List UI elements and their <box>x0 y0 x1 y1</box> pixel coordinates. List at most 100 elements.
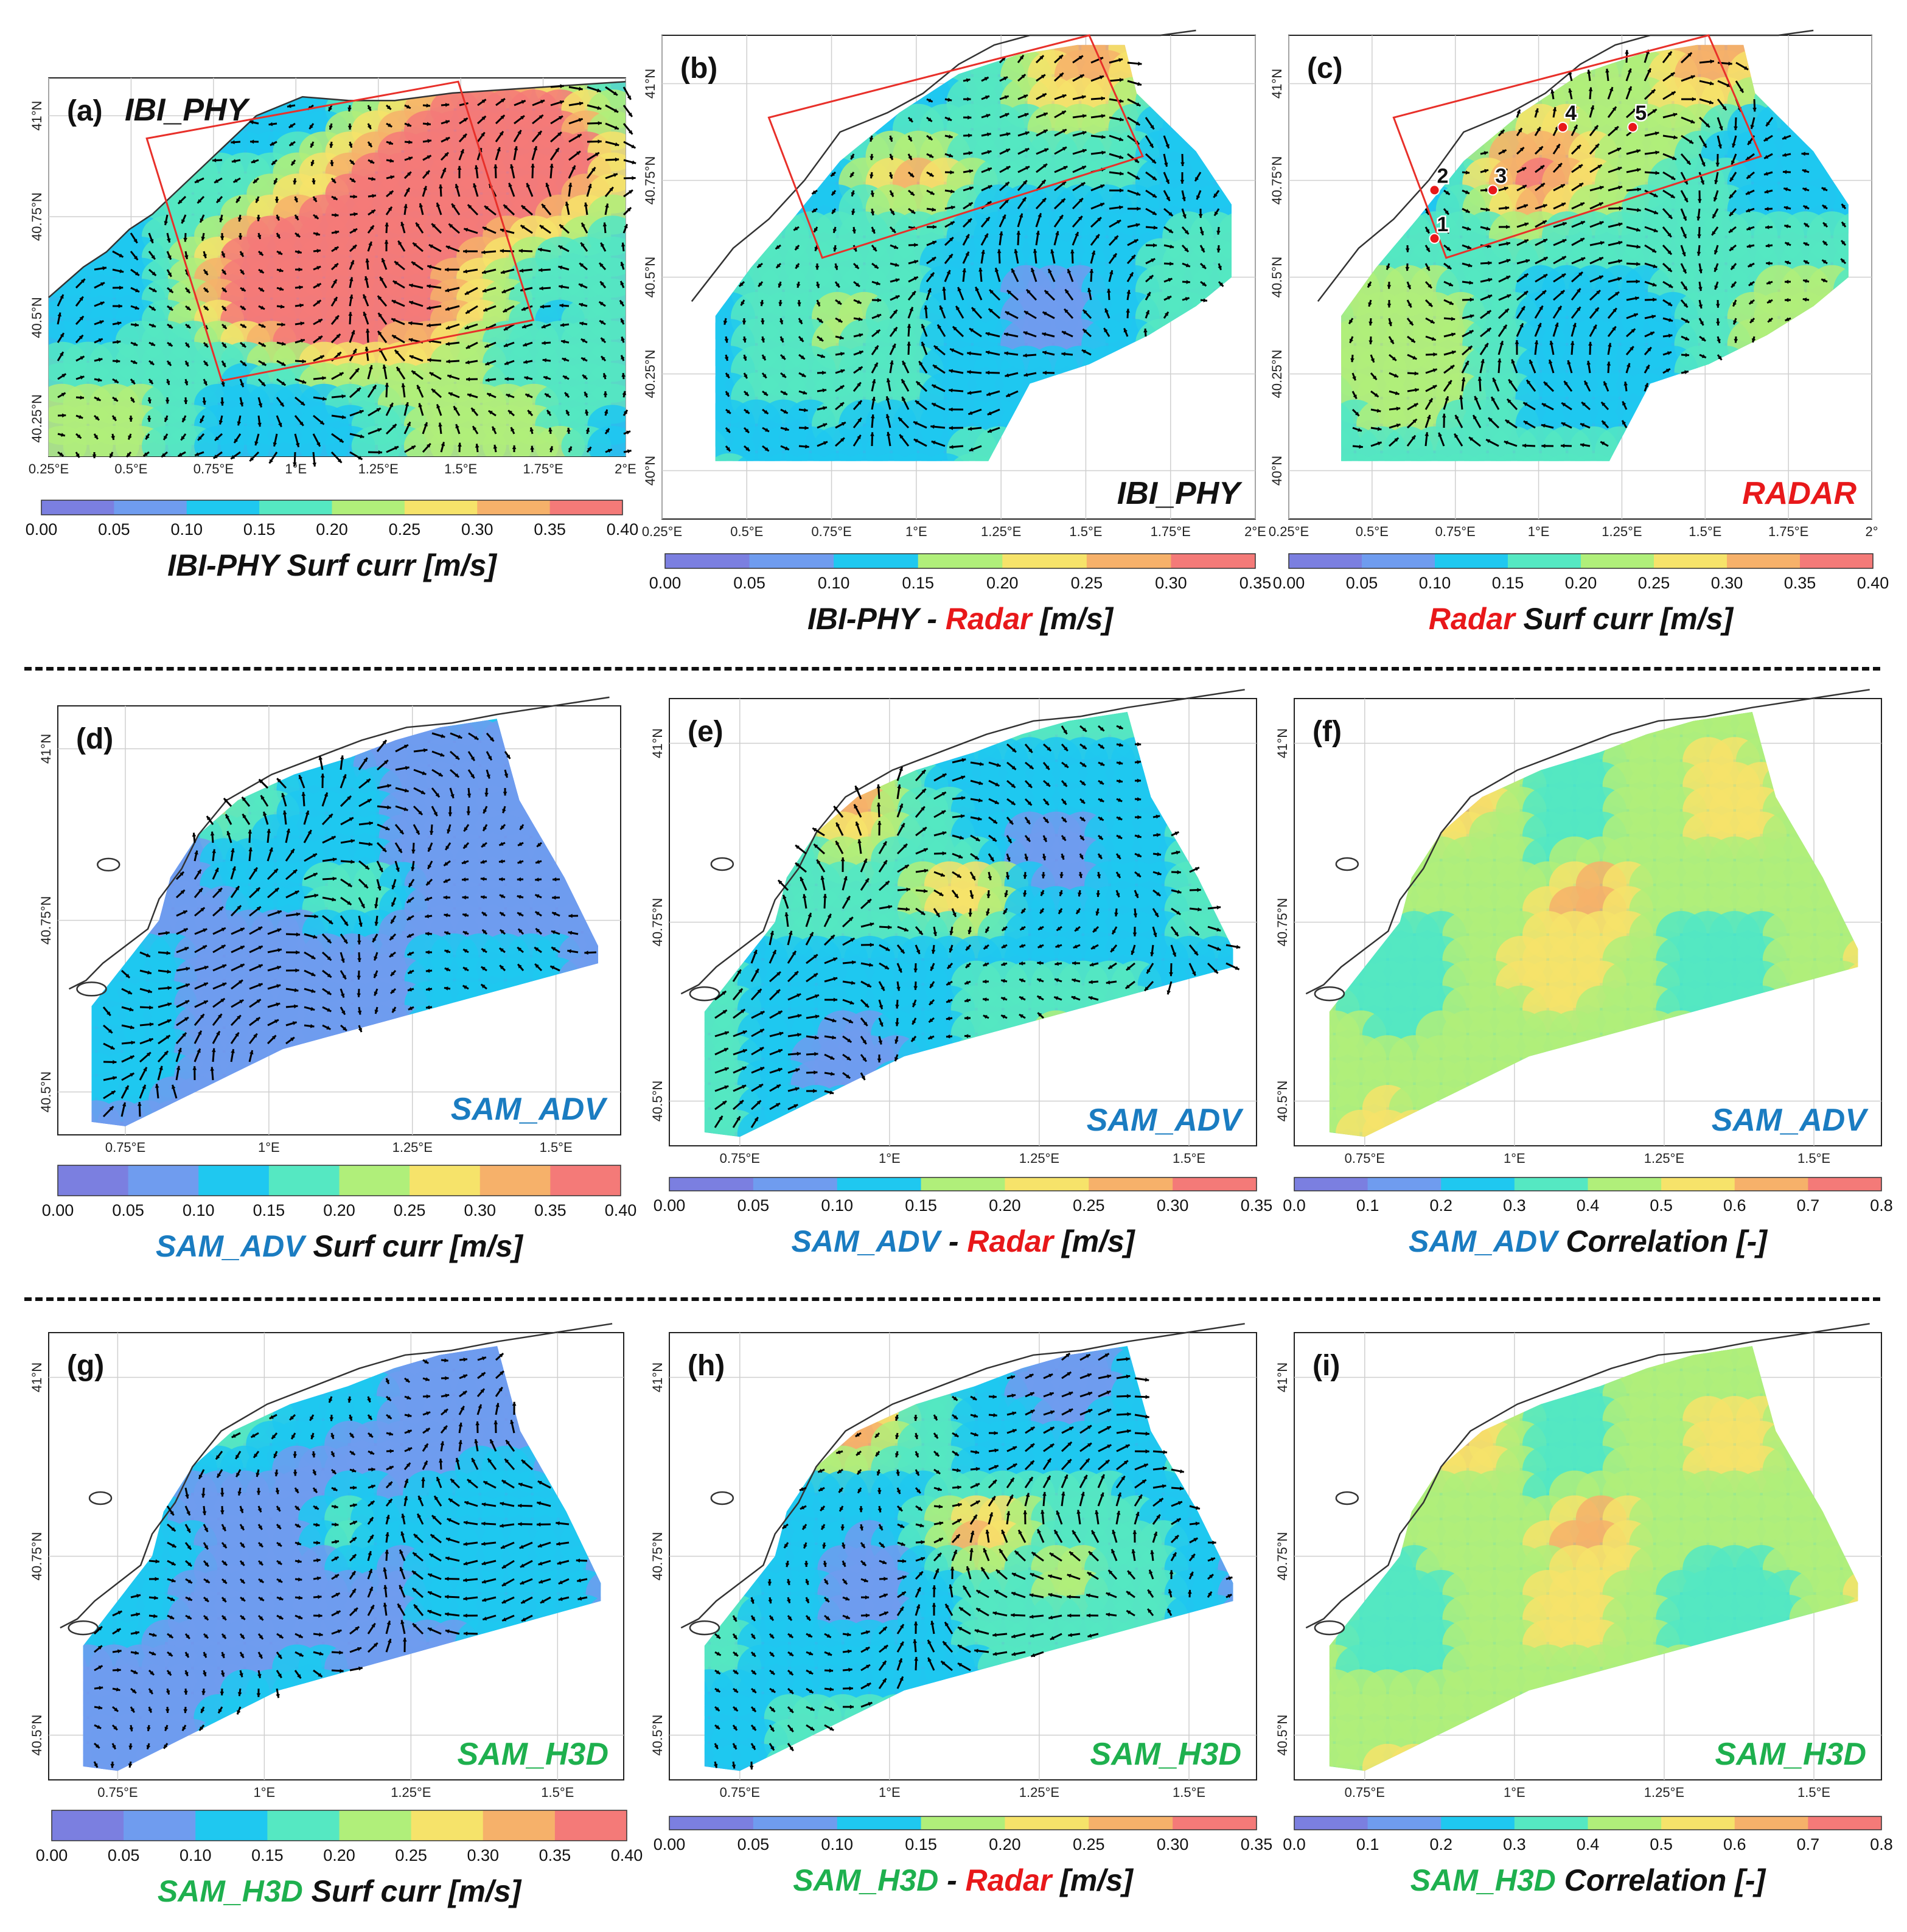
colorbar-segment-b <box>1171 554 1255 568</box>
colorbar-tick-a: 0.40 <box>607 520 639 539</box>
ytick-label-b: 40.75°N <box>643 156 658 205</box>
colorbar-segment-c <box>1435 554 1508 568</box>
colorbar-segment-a <box>187 500 260 515</box>
model-label-a: IBI_PHY <box>125 92 251 128</box>
panel-label-a: (a) <box>67 95 103 127</box>
ytick-label-b: 40°N <box>643 456 658 486</box>
panel-c: 1 2 3 4 5 (c) RADAR 0.25°E 0.5°E 0.75°E 1°E 1.25°E 1… <box>1269 23 1889 636</box>
xtick-label-b: 1.75°E <box>1151 524 1191 539</box>
colorbar-tick-a: 0.20 <box>316 520 348 539</box>
colorbar-segment-a <box>41 500 114 515</box>
colorbar-tick-b: 0.15 <box>902 574 934 592</box>
colorbar-segment-b <box>834 554 918 568</box>
xtick-label-b: 1.25°E <box>981 524 1021 539</box>
xtick-label-a: 0.5°E <box>114 461 147 476</box>
ytick-label-c: 40°N <box>1269 456 1285 486</box>
xtick-label-b: 2°E <box>1244 524 1266 539</box>
colorbar-tick-a: 0.35 <box>534 520 566 539</box>
ytick-label-c: 40.75°N <box>1269 156 1285 205</box>
vector-head-a <box>632 176 635 180</box>
panel-label-c: (c) <box>1307 52 1343 85</box>
colorbar-segment-a <box>332 500 405 515</box>
colorbar-segment-a <box>405 500 478 515</box>
xtick-label-c: 0.75°E <box>1435 524 1476 539</box>
xtick-label-c: 1.25°E <box>1602 524 1642 539</box>
xtick-label-a: 0.75°E <box>193 461 234 476</box>
ytick-label-a: 41°N <box>29 101 44 131</box>
ytick-label-c: 41°N <box>1269 69 1285 99</box>
xtick-label-b: 1°E <box>905 524 927 539</box>
colorbar-tick-a: 0.15 <box>243 520 276 539</box>
colorbar-tick-c: 0.25 <box>1638 574 1670 592</box>
xtick-label-b: 0.25°E <box>642 524 682 539</box>
colorbar-segment-c <box>1727 554 1801 568</box>
ytick-label-a: 40.25°N <box>29 394 44 443</box>
colorbar-segment-c <box>1800 554 1874 568</box>
station-label-5: 5 <box>1635 102 1647 125</box>
xtick-label-c: 0.25°E <box>1269 524 1309 539</box>
colorbar-tick-c: 0.35 <box>1784 574 1816 592</box>
xtick-label-b: 1.5°E <box>1069 524 1102 539</box>
colorbar-segment-c <box>1362 554 1435 568</box>
station-label-4: 4 <box>1565 102 1577 125</box>
colorbar-segment-a <box>114 500 187 515</box>
colorbar-title-c: Radar Surf curr [m/s] <box>1429 602 1734 636</box>
colorbar-tick-b: 0.00 <box>649 574 682 592</box>
xtick-label-c: 0.5°E <box>1356 524 1389 539</box>
model-label-c: RADAR <box>1742 476 1856 511</box>
station-label-1: 1 <box>1437 213 1449 236</box>
colorbar-tick-c: 0.15 <box>1492 574 1524 592</box>
station-label-2: 2 <box>1437 164 1449 187</box>
ytick-label-c: 40.25°N <box>1269 350 1285 399</box>
colorbar-tick-b: 0.35 <box>1239 574 1272 592</box>
colorbar-tick-a: 0.25 <box>389 520 421 539</box>
ytick-label-c: 40.5°N <box>1269 257 1285 298</box>
colorbar-segment-c <box>1289 554 1362 568</box>
xtick-label-a: 2°E <box>615 461 636 476</box>
colorbar-segment-a <box>259 500 332 515</box>
colorbar-segment-b <box>665 554 750 568</box>
colorbar-segment-c <box>1654 554 1727 568</box>
colorbar-tick-c: 0.05 <box>1346 574 1378 592</box>
xtick-label-a: 1.5°E <box>444 461 477 476</box>
colorbar-tick-c: 0.00 <box>1273 574 1305 592</box>
colorbar-tick-b: 0.25 <box>1071 574 1103 592</box>
xtick-label-c: 1.5°E <box>1689 524 1721 539</box>
station-label-3: 3 <box>1495 164 1507 187</box>
model-label-b: IBI_PHY <box>1117 476 1243 511</box>
colorbar-tick-c: 0.20 <box>1565 574 1597 592</box>
colorbar-tick-a: 0.30 <box>461 520 493 539</box>
colorbar-tick-b: 0.30 <box>1155 574 1187 592</box>
xtick-label-b: 0.75°E <box>811 524 851 539</box>
colorbar-tick-a: 0.10 <box>170 520 203 539</box>
colorbar-segment-b <box>918 554 1003 568</box>
panel-a: (a) IBI_PHY 0.25°E 0.5°E 0.75°E 1°E 1.25°E 1.5°… <box>26 68 639 582</box>
xtick-label-a: 1°E <box>285 461 307 476</box>
colorbar-tick-b: 0.05 <box>733 574 765 592</box>
xtick-label-a: 1.25°E <box>358 461 399 476</box>
ytick-label-b: 41°N <box>643 69 658 99</box>
colorbar-tick-b: 0.10 <box>818 574 850 592</box>
ytick-label-b: 40.25°N <box>643 350 658 399</box>
ytick-label-b: 40.5°N <box>643 257 658 298</box>
xtick-label-a: 0.25°E <box>29 461 69 476</box>
colorbar-tick-a: 0.05 <box>98 520 130 539</box>
colorbar-tick-c: 0.10 <box>1419 574 1451 592</box>
xtick-label-c: 1°E <box>1528 524 1550 539</box>
xtick-label-a: 1.75°E <box>523 461 563 476</box>
colorbar-segment-c <box>1508 554 1581 568</box>
xtick-label-c: 2° <box>1865 524 1878 539</box>
vector-head-a <box>312 462 316 466</box>
ytick-label-a: 40.75°N <box>29 192 44 241</box>
colorbar-segment-c <box>1581 554 1654 568</box>
xtick-label-c: 1.75°E <box>1768 524 1808 539</box>
colorbar-segment-b <box>1002 554 1087 568</box>
ytick-label-a: 40.5°N <box>29 297 44 338</box>
xtick-label-b: 0.5°E <box>730 524 763 539</box>
colorbar-tick-c: 0.40 <box>1857 574 1889 592</box>
